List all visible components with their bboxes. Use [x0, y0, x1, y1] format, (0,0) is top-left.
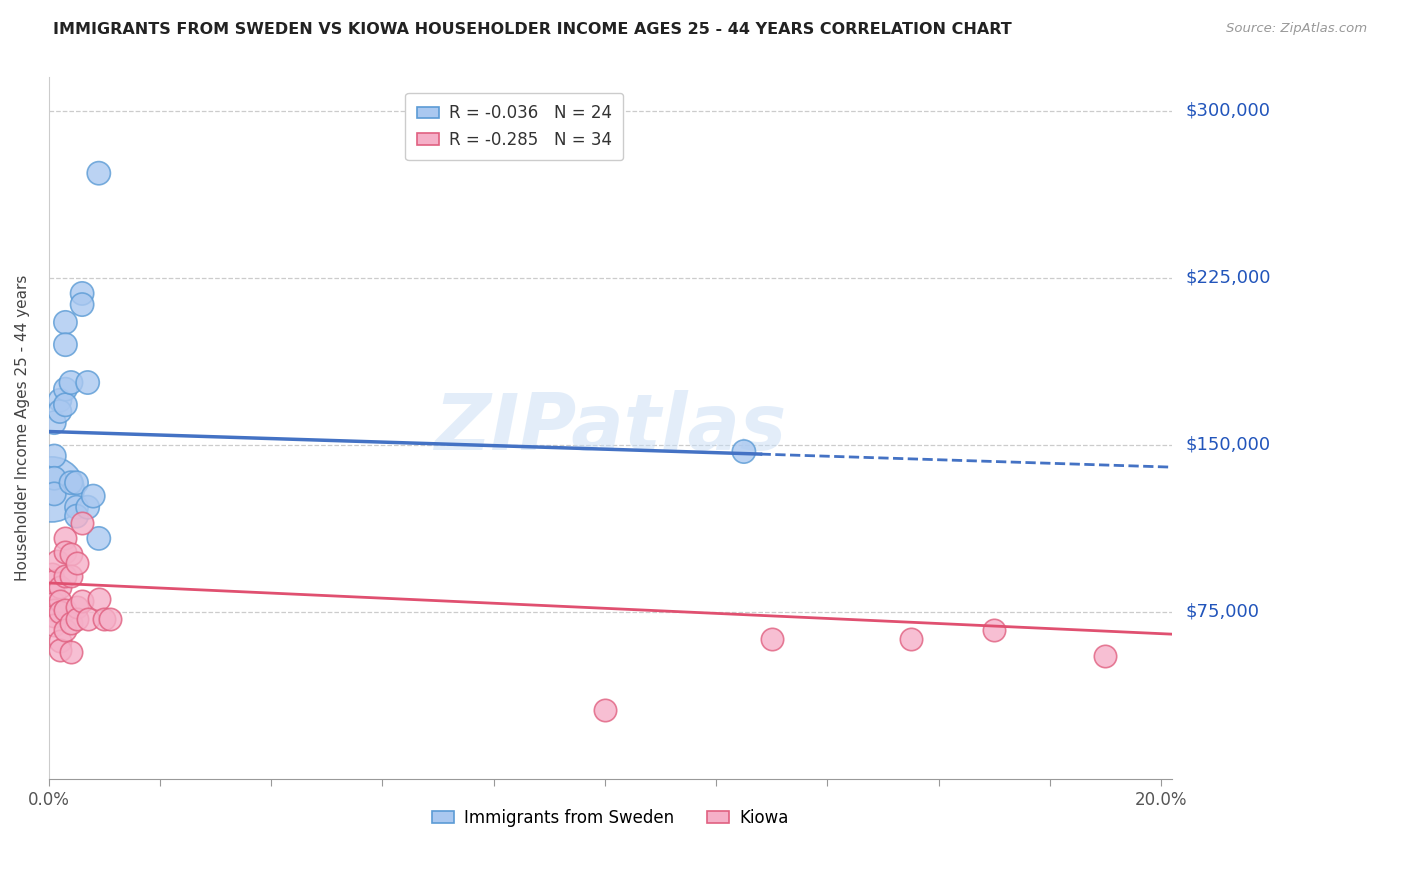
Text: Source: ZipAtlas.com: Source: ZipAtlas.com: [1226, 22, 1367, 36]
Point: [733, 444, 755, 458]
Point: [59, 615, 82, 630]
Point: [87, 591, 110, 606]
Text: $300,000: $300,000: [1187, 102, 1271, 120]
Point: [983, 623, 1005, 637]
Point: [46, 554, 69, 568]
Point: [82, 489, 104, 503]
Point: [44, 471, 66, 485]
Point: [593, 703, 616, 717]
Point: [59, 569, 82, 583]
Point: [55, 545, 77, 559]
Point: [59, 376, 82, 390]
Point: [49, 594, 72, 608]
Point: [76, 500, 98, 515]
Point: [70, 516, 93, 530]
Point: [70, 594, 93, 608]
Point: [49, 605, 72, 619]
Text: $75,000: $75,000: [1187, 603, 1260, 621]
Point: [98, 611, 121, 625]
Point: [44, 602, 66, 616]
Point: [65, 611, 87, 625]
Point: [76, 611, 98, 625]
Point: [76, 376, 98, 390]
Point: [49, 633, 72, 648]
Point: [59, 475, 82, 490]
Point: [44, 416, 66, 430]
Point: [44, 587, 66, 601]
Point: [55, 532, 77, 546]
Point: [55, 337, 77, 351]
Point: [70, 286, 93, 301]
Point: [49, 581, 72, 595]
Point: [55, 623, 77, 637]
Point: [44, 574, 66, 588]
Text: $150,000: $150,000: [1187, 436, 1271, 454]
Point: [65, 509, 87, 524]
Point: [93, 611, 115, 625]
Point: [65, 500, 87, 515]
Point: [87, 166, 110, 180]
Y-axis label: Householder Income Ages 25 - 44 years: Householder Income Ages 25 - 44 years: [15, 275, 30, 582]
Point: [55, 315, 77, 329]
Text: ZIPatlas: ZIPatlas: [434, 390, 786, 467]
Point: [59, 645, 82, 659]
Point: [44, 618, 66, 632]
Point: [65, 556, 87, 570]
Text: IMMIGRANTS FROM SWEDEN VS KIOWA HOUSEHOLDER INCOME AGES 25 - 44 YEARS CORRELATIO: IMMIGRANTS FROM SWEDEN VS KIOWA HOUSEHOL…: [53, 22, 1012, 37]
Point: [65, 600, 87, 615]
Point: [1094, 649, 1116, 664]
Point: [65, 475, 87, 490]
Point: [49, 642, 72, 657]
Point: [87, 532, 110, 546]
Point: [70, 297, 93, 311]
Point: [44, 609, 66, 624]
Point: [55, 602, 77, 616]
Point: [55, 398, 77, 412]
Point: [44, 596, 66, 610]
Point: [41, 483, 63, 497]
Text: $225,000: $225,000: [1187, 268, 1271, 287]
Point: [44, 487, 66, 501]
Point: [44, 449, 66, 463]
Point: [55, 382, 77, 396]
Point: [41, 567, 63, 582]
Legend: Immigrants from Sweden, Kiowa: Immigrants from Sweden, Kiowa: [426, 803, 796, 834]
Point: [59, 547, 82, 561]
Point: [55, 569, 77, 583]
Point: [49, 404, 72, 418]
Point: [900, 632, 922, 646]
Point: [761, 632, 783, 646]
Point: [49, 393, 72, 408]
